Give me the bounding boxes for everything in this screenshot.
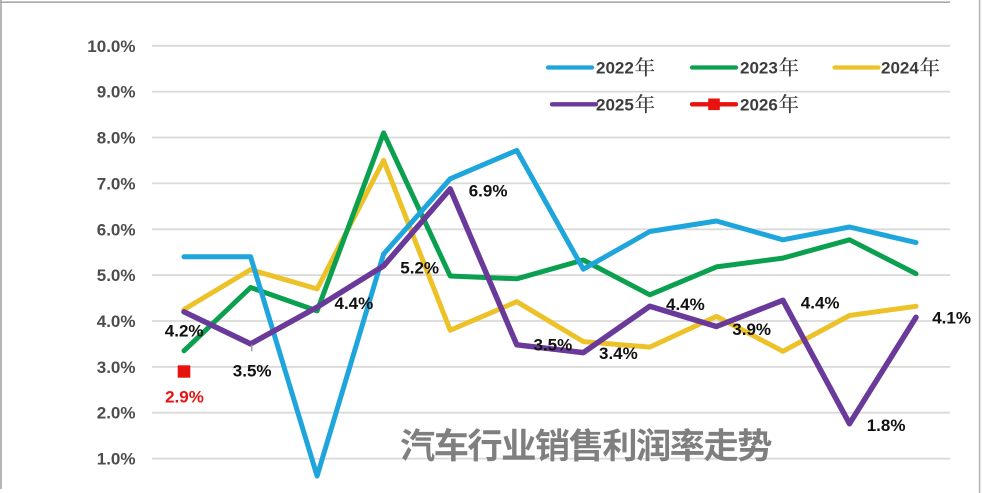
svg-text:9.0%: 9.0% xyxy=(97,83,136,102)
svg-text:4.4%: 4.4% xyxy=(666,295,705,314)
svg-text:2.9%: 2.9% xyxy=(165,388,204,407)
svg-text:3.9%: 3.9% xyxy=(732,320,771,339)
svg-text:5.2%: 5.2% xyxy=(400,258,439,277)
svg-text:2024: 2024 xyxy=(881,59,919,78)
svg-text:4.2%: 4.2% xyxy=(165,321,204,340)
svg-text:2022: 2022 xyxy=(596,59,634,78)
svg-text:3.4%: 3.4% xyxy=(599,344,638,363)
svg-text:2.0%: 2.0% xyxy=(97,404,136,423)
svg-text:1.0%: 1.0% xyxy=(97,450,136,469)
svg-text:4.0%: 4.0% xyxy=(97,312,136,331)
svg-text:6.9%: 6.9% xyxy=(469,182,508,201)
svg-text:2026: 2026 xyxy=(740,96,778,115)
svg-text:8.0%: 8.0% xyxy=(97,129,136,148)
svg-text:4.4%: 4.4% xyxy=(335,294,374,313)
svg-text:3.5%: 3.5% xyxy=(534,336,573,355)
svg-text:7.0%: 7.0% xyxy=(97,174,136,193)
svg-text:10.0%: 10.0% xyxy=(87,37,135,56)
svg-text:6.0%: 6.0% xyxy=(97,220,136,239)
svg-text:2025: 2025 xyxy=(596,96,634,115)
svg-text:2023: 2023 xyxy=(740,59,778,78)
svg-text:4.4%: 4.4% xyxy=(801,293,840,312)
svg-text:4.1%: 4.1% xyxy=(932,308,971,327)
svg-text:5.0%: 5.0% xyxy=(97,266,136,285)
svg-text:3.5%: 3.5% xyxy=(233,362,272,381)
svg-text:1.8%: 1.8% xyxy=(867,416,906,435)
svg-text:3.0%: 3.0% xyxy=(97,358,136,377)
